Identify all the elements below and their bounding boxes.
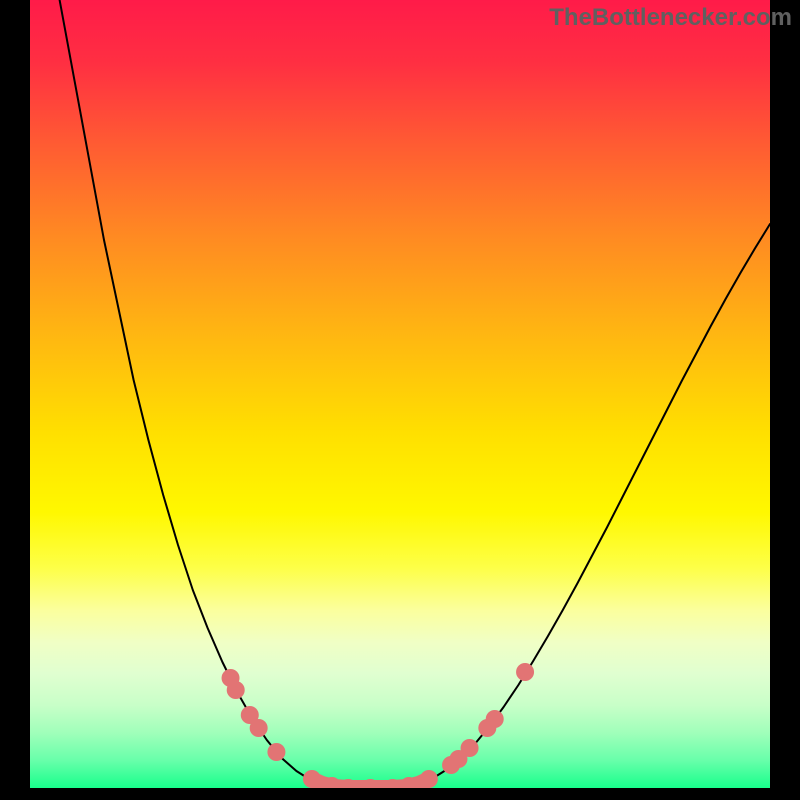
- data-point: [250, 719, 268, 737]
- data-point: [461, 739, 479, 757]
- data-point: [227, 681, 245, 699]
- data-point: [339, 779, 357, 797]
- gradient-background: [30, 0, 770, 788]
- data-point: [384, 779, 402, 797]
- chart-container: TheBottlenecker.com: [0, 0, 800, 800]
- data-point: [323, 777, 341, 795]
- data-point: [400, 777, 418, 795]
- data-point: [361, 779, 379, 797]
- data-point: [420, 770, 438, 788]
- watermark-text: TheBottlenecker.com: [549, 4, 792, 32]
- plot-svg: [0, 0, 800, 800]
- data-point: [516, 663, 534, 681]
- data-point: [303, 770, 321, 788]
- data-point: [486, 710, 504, 728]
- data-point: [267, 743, 285, 761]
